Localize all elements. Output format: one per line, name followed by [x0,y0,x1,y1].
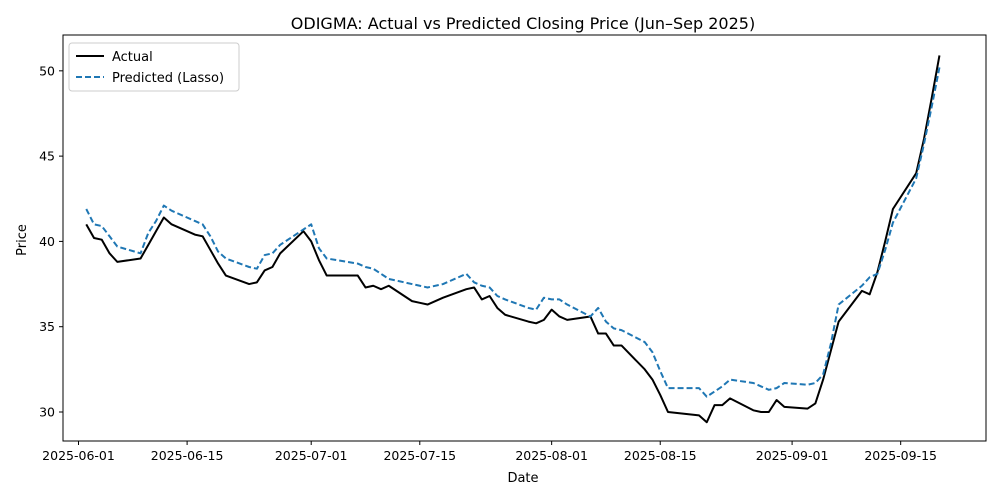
legend-label-actual: Actual [112,50,153,65]
x-tick-label: 2025-09-15 [864,448,937,463]
y-axis: 30 35 40 45 50 [39,63,63,420]
series-line-actual [85,55,941,424]
x-tick-label: 2025-09-01 [756,448,829,463]
y-tick-label: 35 [39,319,55,334]
y-tick-label: 30 [39,405,55,420]
x-tick-label: 2025-07-01 [275,448,348,463]
plot-frame [62,34,987,442]
y-tick-label: 45 [39,149,55,164]
y-tick-label: 40 [39,234,55,249]
chart-title: ODIGMA: Actual vs Predicted Closing Pric… [291,14,755,33]
legend-label-predicted: Predicted (Lasso) [112,71,224,86]
x-tick-label: 2025-06-01 [42,448,115,463]
y-tick-label: 50 [39,63,55,78]
x-tick-label: 2025-08-15 [624,448,697,463]
plot-area [85,55,941,424]
series-line-predicted [85,67,941,398]
legend-box [68,42,240,92]
legend: Actual Predicted (Lasso) [68,42,240,92]
x-axis-label: Date [507,471,538,486]
y-axis-label: Price [15,224,30,256]
x-tick-label: 2025-08-01 [515,448,588,463]
x-axis: 2025-06-01 2025-06-15 2025-07-01 2025-07-15… [42,441,937,463]
x-tick-label: 2025-07-15 [383,448,456,463]
x-tick-label: 2025-06-15 [151,448,224,463]
